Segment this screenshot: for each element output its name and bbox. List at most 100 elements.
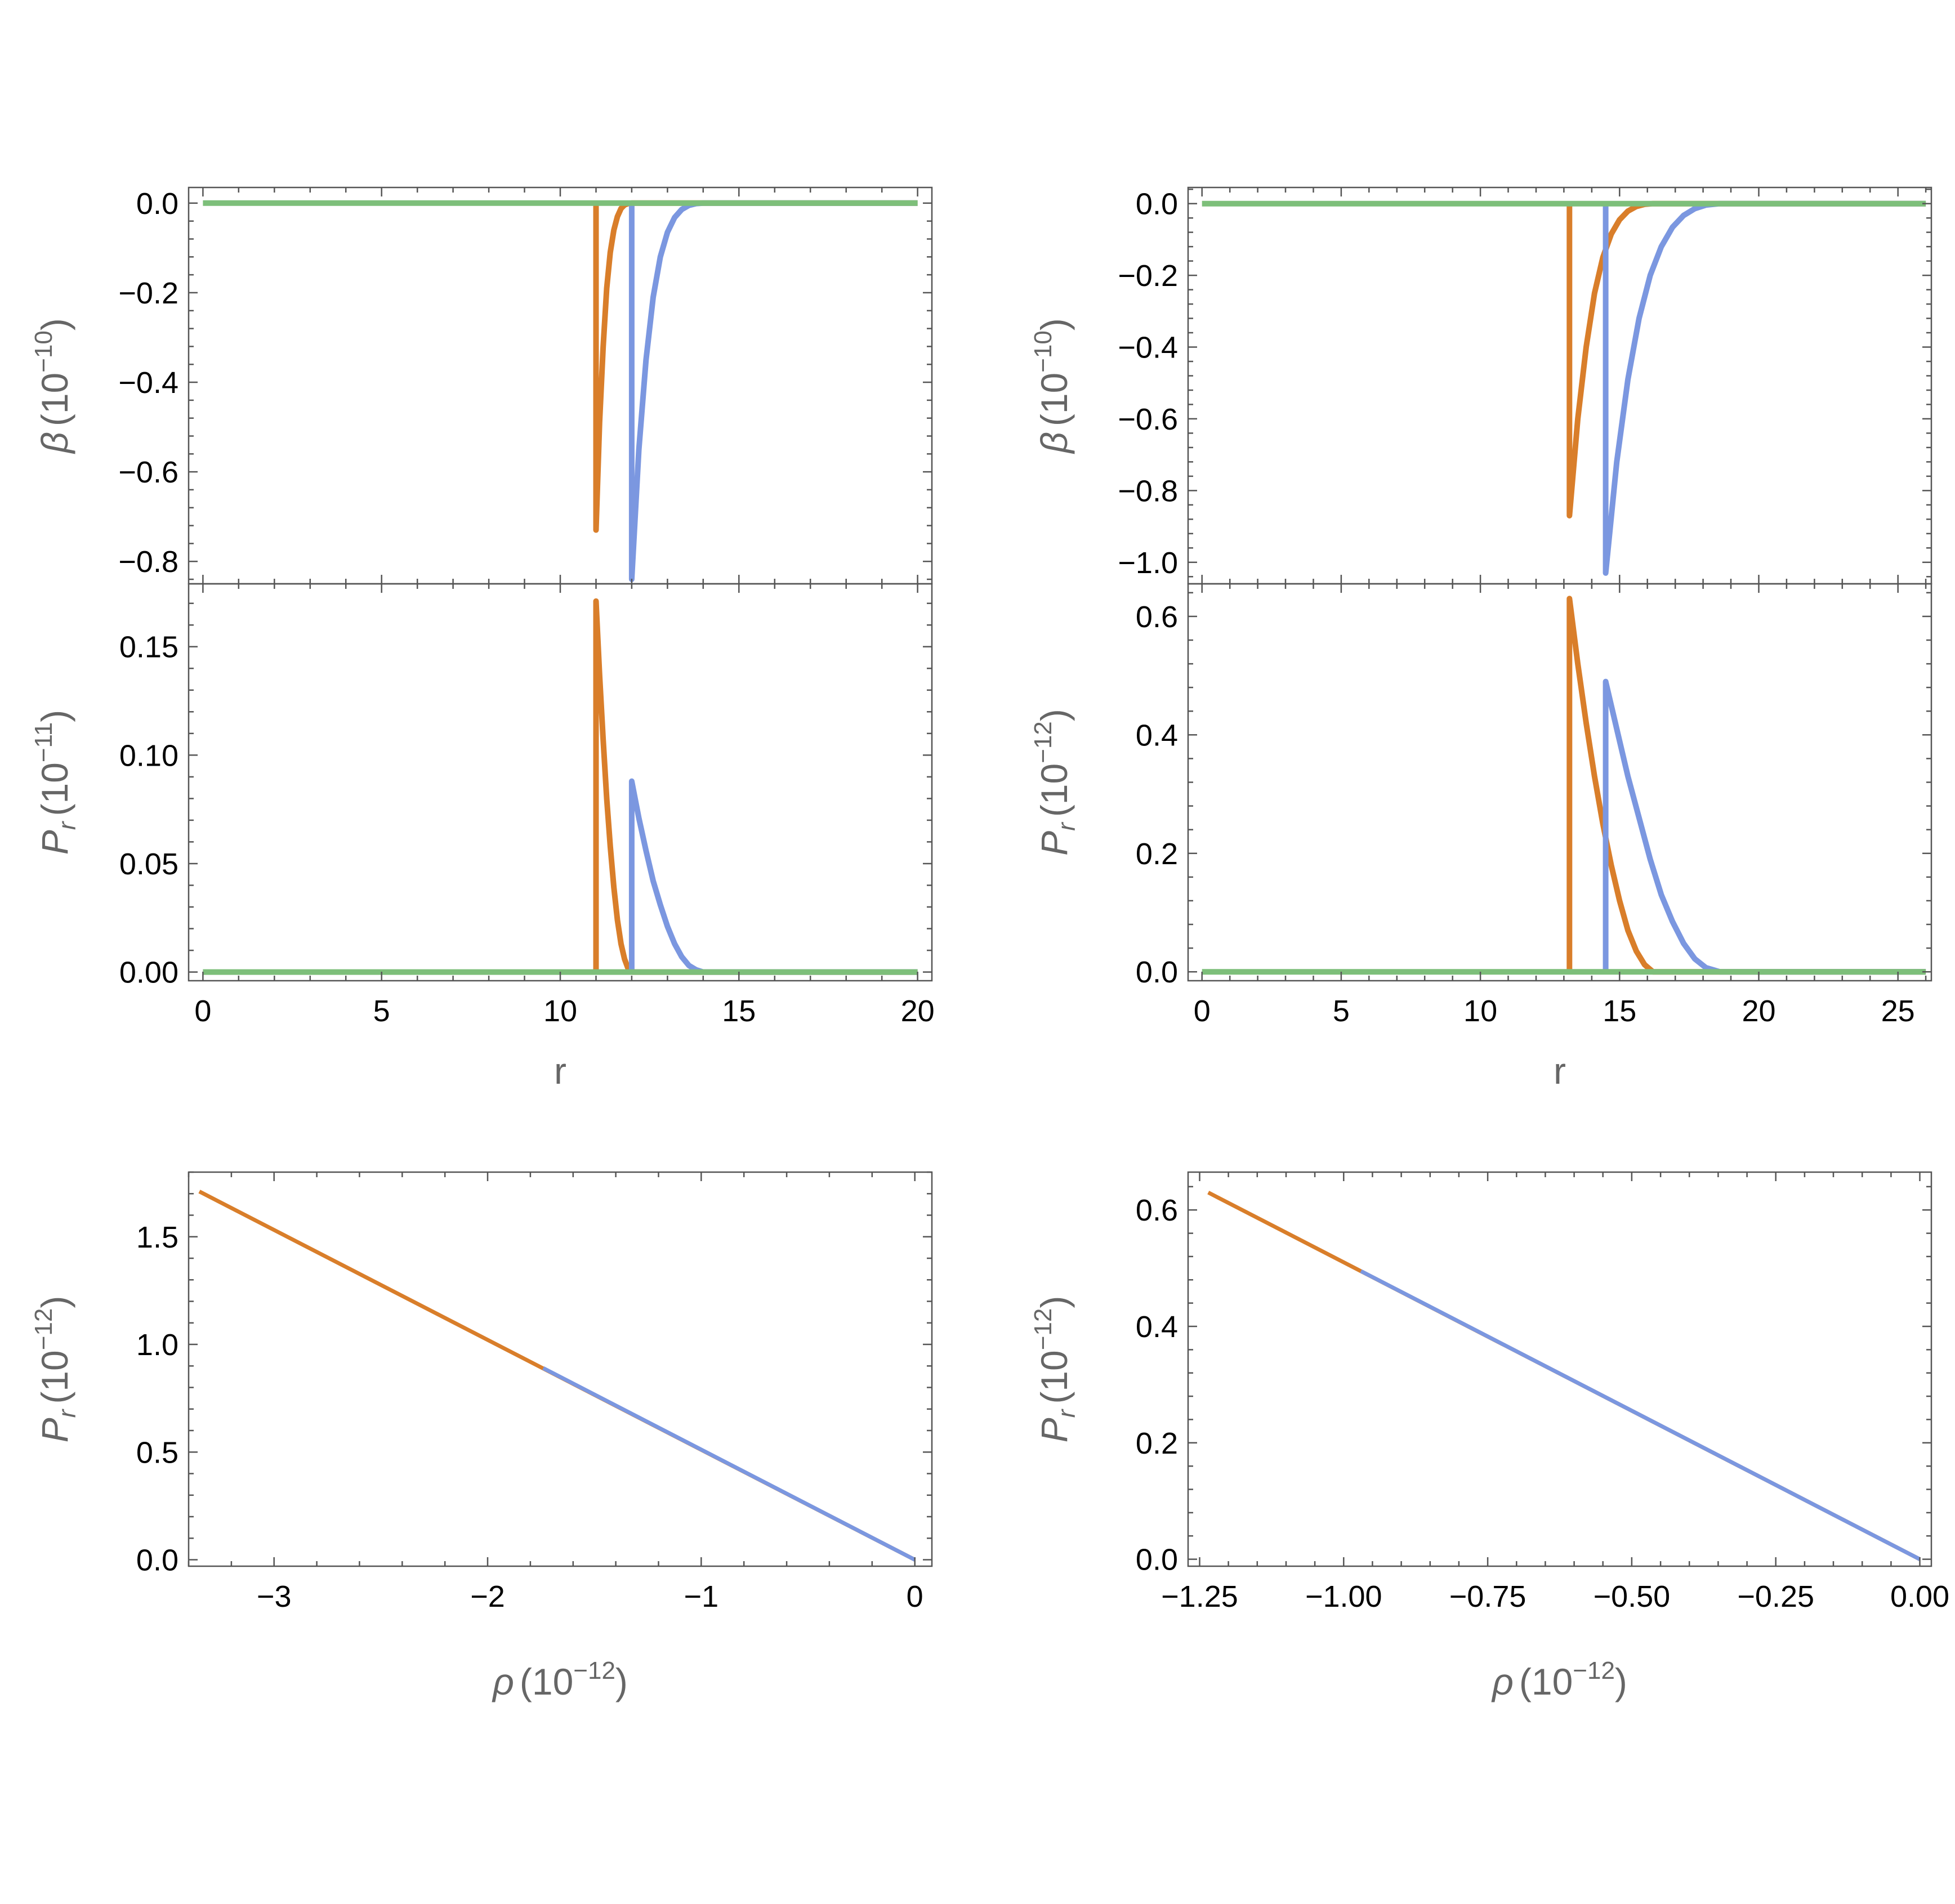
panel-pr-left: 0.00 0.05 0.10 0.15 0 5 10 15 20 Pr (10−11) r [30,583,935,1092]
beta-right-ylabel-exponent: −10 [1029,330,1057,373]
pr-left-ytick-label: 0.00 [119,956,178,990]
eos-right-xlabel-unit: (10 [1519,1661,1573,1702]
panel-beta-left: 0.0 −0.2 −0.4 −0.6 −0.8 β (10−10) [30,186,933,585]
pr-left-ylabel-exponent: −11 [30,722,57,762]
eos-right-ylabel-subscript: r [1053,1408,1081,1418]
eos-left-ylabel-unit-close: ) [34,1296,75,1308]
pr-right-ytick-label: 0.6 [1136,600,1178,634]
beta-left-series-blue-line [628,200,918,582]
pr-right-xtick-label: 25 [1881,994,1915,1028]
eos-left-xlabel-exponent: −12 [573,1657,615,1684]
eos-right-ylabel: Pr (10−12) [1029,1296,1081,1443]
eos-left-ytick-label: 0.0 [136,1544,178,1577]
pr-right-xtick-label: 5 [1333,994,1350,1028]
eos-right-ytick-label: 0.2 [1136,1427,1178,1460]
beta-right-ytick-label: −0.4 [1118,331,1178,365]
pr-right-plot-frame [1187,583,1932,982]
beta-left-ylabel-unit: (10 [34,373,75,426]
eos-right-xlabel-exponent: −12 [1573,1657,1615,1684]
eos-right-ylabel-exponent: −12 [1029,1308,1057,1351]
beta-left-series-group [203,200,918,582]
pr-left-ytick-label: 0.05 [119,847,178,881]
pr-right-xtick-label: 10 [1463,994,1497,1028]
pr-left-series-blue-line [628,778,918,975]
pr-right-ylabel-unit: (10 [1033,763,1075,817]
eos-right-xtick-label: −1.00 [1305,1580,1382,1614]
beta-right-ytick-label: −0.8 [1118,474,1178,508]
pr-right-ytick-label: 0.4 [1136,718,1178,752]
eos-right-xlabel-symbol: ρ [1491,1661,1514,1702]
beta-left-ytick-label: −0.4 [118,366,178,400]
pr-right-ylabel-unit-close: ) [1033,709,1075,721]
pr-left-xtick-label: 0 [194,994,211,1028]
beta-left-ylabel-exponent: −10 [30,330,57,373]
panel-eos-left: 0.00.51.01.5−3 −2 −1 0Pr(10−12)ρ (10−12) [30,1171,933,1702]
pr-left-ylabel-unit-close: ) [34,710,75,722]
eos-right-xtick-label: −0.50 [1594,1580,1671,1614]
eos-left-series-group [198,1190,916,1562]
eos-right-xtick-label: −0.75 [1449,1580,1526,1614]
beta-right-series-group [1202,200,1926,576]
beta-right-ylabel: β (10−10) [1029,318,1075,454]
pr-left-ylabel: Pr (10−11) [30,710,81,855]
beta-left-ylabel-unit-close: ) [34,318,75,330]
eos-right-xlabel: ρ (10−12) [1491,1657,1627,1702]
beta-right-series-blue-line [1603,200,1926,576]
eos-left-ytick-label: 0.5 [136,1436,178,1469]
eos-left-ylabel-unit: (10 [34,1350,75,1404]
beta-left-ytick-label: 0.0 [136,187,178,221]
pr-left-ytick-label: 0.10 [119,739,178,772]
pr-right-xtick-label: 20 [1742,994,1775,1028]
eos-right-ylabel-unit-close: ) [1033,1296,1075,1308]
pr-left-xtick-label: 20 [901,994,935,1028]
eos-right-xtick-label: −1.25 [1161,1580,1238,1614]
pr-right-ytick-label: 0.0 [1136,955,1178,989]
eos-left-plot-frame [188,1171,933,1567]
eos-right-series-group [1207,1191,1921,1561]
pr-left-xtick-label: 5 [373,994,390,1028]
eos-left-xtick-label: −3 [257,1580,292,1614]
beta-left-ytick-label: −0.2 [118,276,178,310]
beta-right-ylabel-unit: (10 [1033,373,1075,426]
eos-left-xlabel: ρ (10−12) [492,1657,628,1702]
beta-right-ytick-label: 0.0 [1136,187,1178,221]
pr-left-ylabel-unit: (10 [34,762,75,816]
pr-right-xlabel: r [1554,1050,1566,1092]
pr-right-series-orange-line [1566,596,1926,975]
pr-right-ylabel-exponent: −12 [1029,721,1057,763]
panel-beta-right: 0.0 −0.2 −0.4 −0.6 −0.8 −1.0 β (10−10) [1029,186,1932,585]
eos-left-ylabel-exponent: −12 [30,1308,57,1351]
pr-left-series-group [203,598,918,975]
eos-right-ytick-label: 0.6 [1136,1194,1178,1227]
pr-left-ytick-label: 0.15 [119,631,178,664]
eos-right-xtick-label: −0.25 [1737,1580,1814,1614]
eos-right-ylabel-symbol: P [1033,1418,1075,1442]
eos-right-ytick-label: 0.0 [1136,1543,1178,1577]
eos-right-ylabel-unit: (10 [1033,1350,1075,1404]
eos-right-xlabel-unit-close: ) [1615,1661,1627,1702]
pr-right-ylabel-subscript: r [1053,821,1081,831]
beta-right-ylabel-symbol: β [1033,432,1075,454]
eos-left-ylabel-subscript: r [53,1408,81,1418]
beta-left-ytick-label: −0.8 [118,545,178,579]
beta-left-ylabel: β (10−10) [30,318,75,454]
eos-left-xtick-label: 0 [907,1580,923,1614]
eos-right-ytick-label: 0.4 [1136,1310,1178,1344]
eos-left-series-blue-line [542,1366,916,1562]
pr-right-ylabel-symbol: P [1033,831,1075,856]
pr-left-ylabel-symbol: P [34,830,75,855]
beta-right-ytick-label: −0.2 [1118,259,1178,293]
panel-eos-right: 0.0 0.2 0.4 0.6 −1.25 −1.00 −0.75 −0.50 −0.25 0.0… [1029,1171,1949,1702]
eos-left-ylabel-symbol: P [34,1418,75,1442]
pr-right-series-blue-line [1603,678,1926,975]
eos-left-xlabel-symbol: ρ [492,1661,514,1702]
eos-right-series-blue-line [1360,1269,1921,1561]
pr-left-xtick-label: 10 [543,994,577,1028]
pr-right-series-group [1202,596,1926,975]
beta-left-ytick-label: −0.6 [118,455,178,489]
beta-left-plot-frame [188,186,933,585]
eos-left-ytick-label: 1.0 [136,1328,178,1362]
eos-right-xtick-label: 0.00 [1890,1580,1949,1614]
pr-right-ytick-label: 0.2 [1136,837,1178,871]
